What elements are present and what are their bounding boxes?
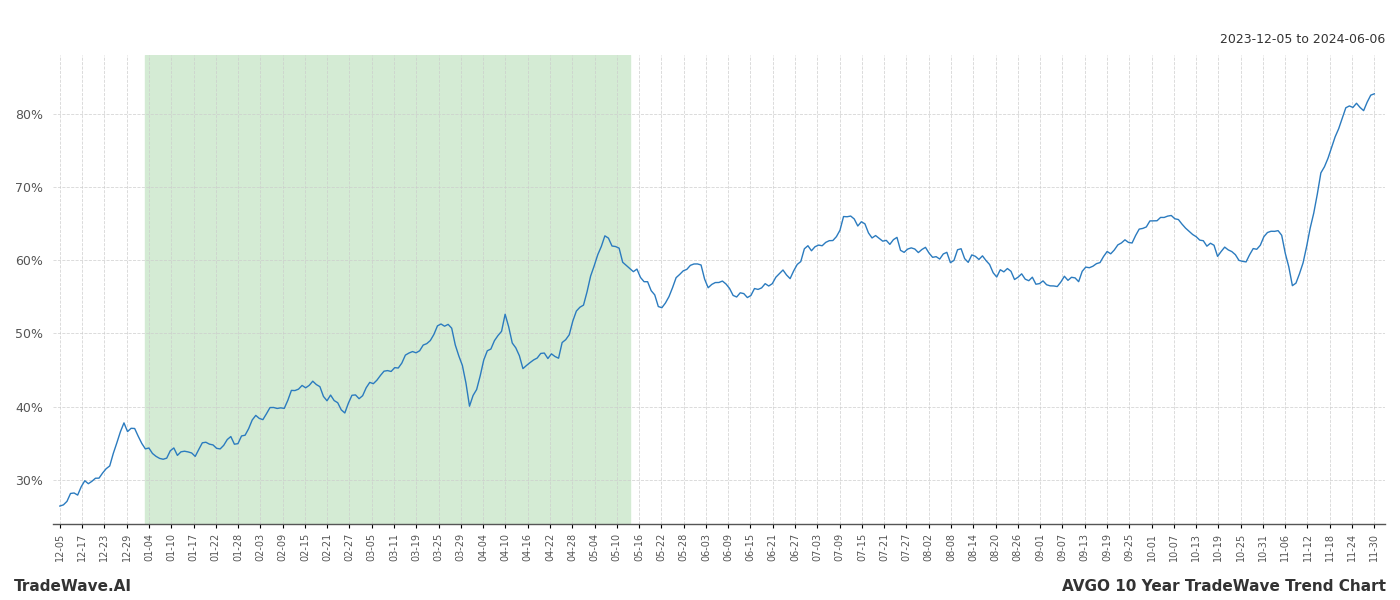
Text: 2023-12-05 to 2024-06-06: 2023-12-05 to 2024-06-06 <box>1219 33 1385 46</box>
Text: TradeWave.AI: TradeWave.AI <box>14 579 132 594</box>
Bar <box>146 55 630 524</box>
Text: AVGO 10 Year TradeWave Trend Chart: AVGO 10 Year TradeWave Trend Chart <box>1063 579 1386 594</box>
